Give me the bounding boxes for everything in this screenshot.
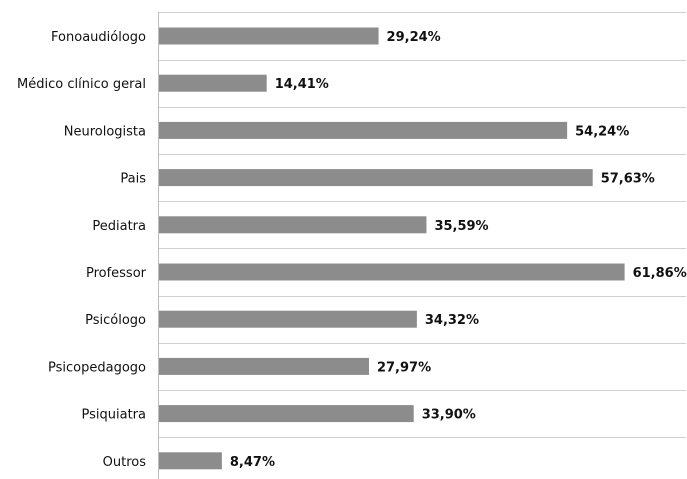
bar-4 [159,216,427,234]
bar-0 [159,27,379,45]
value-label-1: 14,41% [275,77,329,92]
value-label-5: 61,86% [633,266,687,281]
category-label-2: Neurologista [64,124,146,139]
bar-3 [159,169,593,187]
value-label-3: 57,63% [601,172,655,187]
value-label-4: 35,59% [434,219,488,234]
category-label-5: Professor [86,266,147,281]
category-label-0: Fonoaudiólogo [51,30,146,45]
value-label-9: 8,47% [230,455,275,470]
grid-lines [158,12,686,438]
category-labels: Fonoaudiólogo Médico clínico geral Neurolo… [17,30,147,470]
value-label-7: 27,97% [377,360,431,375]
category-label-3: Pais [120,172,146,187]
bar-6 [159,310,417,328]
bar-7 [159,357,369,375]
bar-1 [159,74,267,92]
value-label-8: 33,90% [422,408,476,423]
bar-5 [159,263,625,281]
bar-9 [159,452,222,470]
category-label-1: Médico clínico geral [17,77,146,92]
category-label-8: Psiquiatra [82,408,146,423]
category-label-6: Psicólogo [85,313,146,328]
bar-2 [159,121,568,139]
category-label-7: Psicopedagogo [48,360,146,375]
value-label-6: 34,32% [425,313,479,328]
bars [159,27,625,470]
value-label-0: 29,24% [387,30,441,45]
bar-8 [159,405,414,423]
value-labels: 29,24% 14,41% 54,24% 57,63% 35,59% 61,86% 34,3… [230,30,687,470]
value-label-2: 54,24% [575,124,629,139]
category-label-4: Pediatra [92,219,146,234]
category-label-9: Outros [103,455,147,470]
